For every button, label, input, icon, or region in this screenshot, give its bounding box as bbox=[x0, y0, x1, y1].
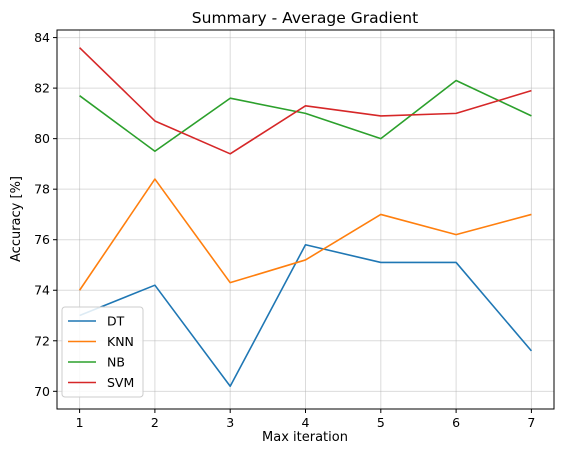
y-tick-label: 70 bbox=[34, 384, 50, 399]
legend-label-dt: DT bbox=[107, 314, 125, 329]
series-line-knn bbox=[78, 178, 532, 291]
legend: DT KNN NB SVM bbox=[61, 306, 144, 398]
series-line-svm bbox=[79, 47, 532, 155]
y-tick-label: 72 bbox=[34, 333, 50, 348]
ticks: 1 2 3 4 5 6 7 70 72 74 76 78 80 82 84 bbox=[34, 30, 535, 430]
y-axis-label: Accuracy [%] bbox=[9, 176, 24, 262]
legend-label-nb: NB bbox=[107, 355, 125, 370]
chart-title: Summary - Average Gradient bbox=[192, 9, 418, 27]
x-axis-label: Max iteration bbox=[262, 430, 348, 445]
y-tick-label: 82 bbox=[34, 81, 50, 96]
x-tick-label: 6 bbox=[452, 415, 460, 430]
legend-label-svm: SVM bbox=[107, 375, 134, 390]
x-tick-label: 4 bbox=[302, 415, 310, 430]
legend-box bbox=[61, 306, 144, 398]
y-tick-label: 84 bbox=[34, 30, 50, 45]
x-tick-label: 3 bbox=[226, 415, 234, 430]
series-lines bbox=[78, 47, 533, 388]
x-tick-label: 2 bbox=[151, 415, 159, 430]
y-tick-label: 74 bbox=[34, 283, 50, 298]
x-tick-label: 7 bbox=[527, 415, 535, 430]
legend-label-knn: KNN bbox=[107, 334, 134, 349]
series-line-nb bbox=[79, 79, 532, 153]
y-tick-label: 78 bbox=[34, 182, 50, 197]
y-tick-label: 76 bbox=[34, 232, 50, 247]
series-line-dt bbox=[79, 243, 533, 388]
x-tick-label: 1 bbox=[76, 415, 84, 430]
x-tick-label: 5 bbox=[377, 415, 385, 430]
y-tick-label: 80 bbox=[34, 131, 50, 146]
